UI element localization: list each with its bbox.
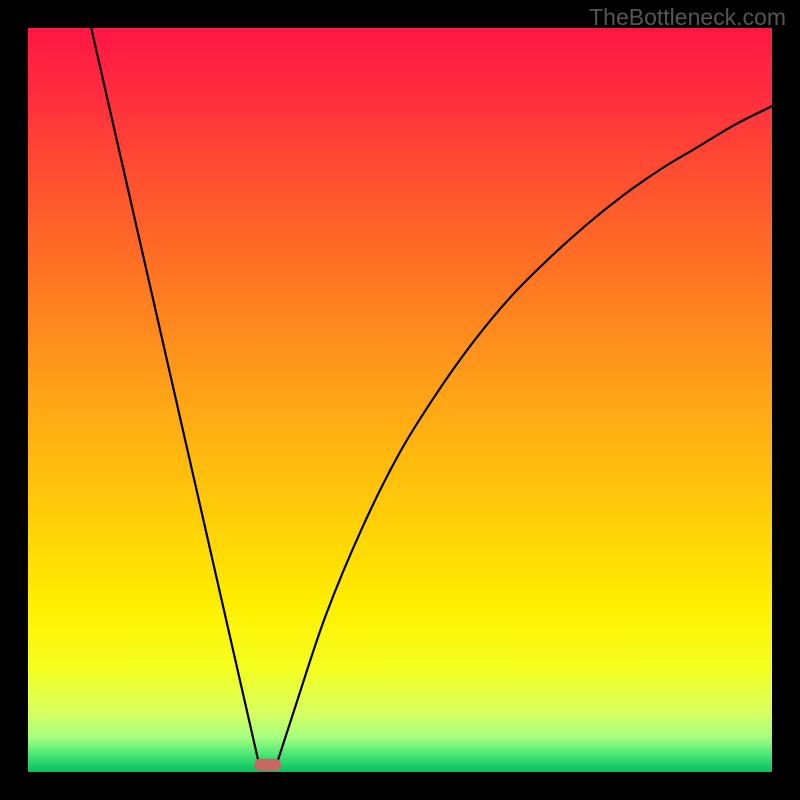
chart-frame: TheBottleneck.com xyxy=(0,0,800,800)
bottleneck-chart xyxy=(0,0,800,800)
watermark-text: TheBottleneck.com xyxy=(589,4,786,31)
